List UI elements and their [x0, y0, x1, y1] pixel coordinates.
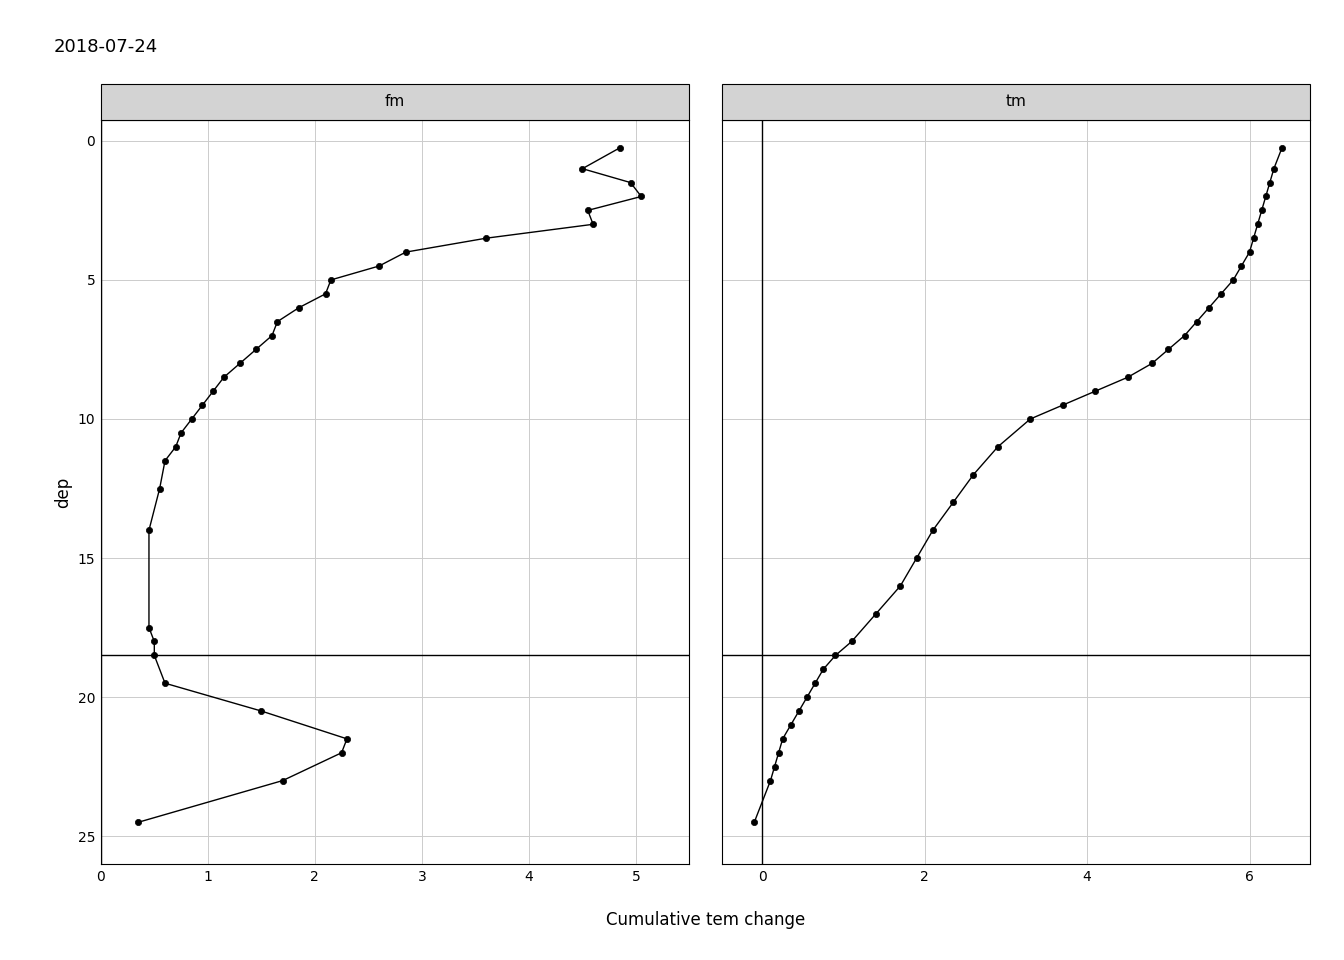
Text: fm: fm: [384, 94, 406, 109]
Text: 2018-07-24: 2018-07-24: [54, 38, 159, 57]
Text: Cumulative tem change: Cumulative tem change: [606, 911, 805, 929]
Y-axis label: dep: dep: [54, 476, 73, 508]
Text: tm: tm: [1005, 94, 1027, 109]
